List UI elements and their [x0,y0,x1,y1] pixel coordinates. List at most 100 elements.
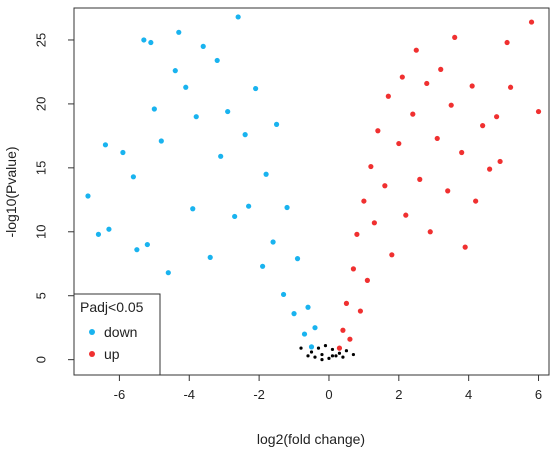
point-up-0 [336,345,343,351]
series-up [336,19,542,351]
point-down-6 [134,247,140,253]
point-up-8 [364,277,370,283]
point-up-9 [368,163,374,170]
point-down-14 [176,29,182,35]
point-down-11 [158,138,164,144]
point-down-4 [120,149,126,156]
point-up-23 [434,135,440,142]
y-tick-label-2: 10 [33,225,48,239]
point-down-24 [235,14,241,20]
point-down-5 [130,174,136,180]
legend-title: Padj<0.05 [80,299,144,315]
point-up-27 [452,34,458,41]
point-up-4 [350,266,357,272]
point-up-15 [396,140,402,147]
point-down-15 [183,84,189,90]
legend-label-up: up [104,346,120,362]
x-tick-label-1: -4 [183,387,195,402]
point-down-10 [151,106,157,112]
point-up-16 [399,74,405,80]
x-tick-label-2: -2 [253,387,265,402]
point-up-25 [445,188,451,194]
point-down-25 [242,132,248,138]
point-up-3 [347,336,353,342]
point-up-36 [504,39,510,46]
point-down-18 [200,43,206,49]
point-up-21 [424,80,430,87]
point-up-34 [494,114,500,120]
point-down-8 [144,241,150,248]
point-down-31 [273,121,280,127]
point-up-7 [361,198,367,204]
point-up-5 [354,231,360,237]
point-up-19 [413,47,419,53]
x-axis-label: log2(fold change) [257,431,365,447]
point-down-36 [301,331,308,337]
y-axis-label: -log10(Pvalue) [3,146,19,237]
point-nonsignificant-5 [323,343,328,348]
legend: Padj<0.05 down up [73,293,161,376]
point-nonsignificant-2 [313,355,317,359]
point-down-39 [312,325,318,331]
point-up-29 [462,244,468,250]
point-down-2 [102,142,109,148]
legend-marker-down [89,329,95,335]
point-down-19 [207,254,213,260]
point-up-33 [487,166,493,172]
plot-frame [73,7,550,376]
point-nonsignificant-15 [330,354,335,358]
point-down-35 [294,256,301,262]
points-layer [85,14,542,362]
point-down-12 [165,270,171,276]
x-tick-label-3: 0 [325,387,332,402]
legend-label-down: down [104,324,137,340]
point-up-28 [459,149,465,156]
point-up-6 [357,308,363,314]
point-down-34 [291,311,297,317]
point-down-29 [263,171,269,177]
point-nonsignificant-3 [316,346,321,350]
point-down-26 [246,203,252,209]
point-nonsignificant-1 [309,350,314,354]
point-up-24 [438,66,444,72]
point-down-27 [253,85,259,92]
point-down-17 [193,114,199,120]
point-up-35 [497,158,503,165]
x-tick-label-4: 2 [395,387,402,402]
point-nonsignificant-14 [320,358,324,362]
point-down-33 [284,204,290,211]
point-up-39 [535,108,542,115]
x-axis: -6 -4 -2 0 2 4 6 [114,375,542,402]
point-up-1 [340,327,346,333]
point-down-1 [95,231,102,237]
point-up-31 [473,198,479,204]
point-nonsignificant-9 [337,351,342,355]
legend-marker-up [89,351,95,357]
point-up-14 [389,252,395,258]
y-tick-label-4: 20 [33,97,48,111]
legend-box [73,293,161,376]
point-down-13 [172,68,178,74]
point-down-30 [270,239,276,245]
point-down-37 [305,304,311,310]
point-down-3 [106,226,112,232]
point-down-7 [141,37,147,43]
point-up-17 [403,212,409,218]
series-nonsignificant [299,343,356,362]
point-up-12 [382,183,388,189]
point-down-22 [225,108,231,115]
point-up-10 [371,220,377,226]
point-down-28 [260,263,266,269]
series-down [85,14,318,350]
point-down-0 [85,193,91,199]
point-down-23 [232,213,238,220]
point-up-2 [343,300,350,306]
point-down-20 [214,57,220,64]
x-tick-label-6: 6 [535,387,542,402]
point-nonsignificant-6 [327,356,331,360]
y-axis: 0 5 10 15 20 25 [33,33,74,363]
point-nonsignificant-7 [330,347,335,352]
point-up-37 [507,84,514,90]
